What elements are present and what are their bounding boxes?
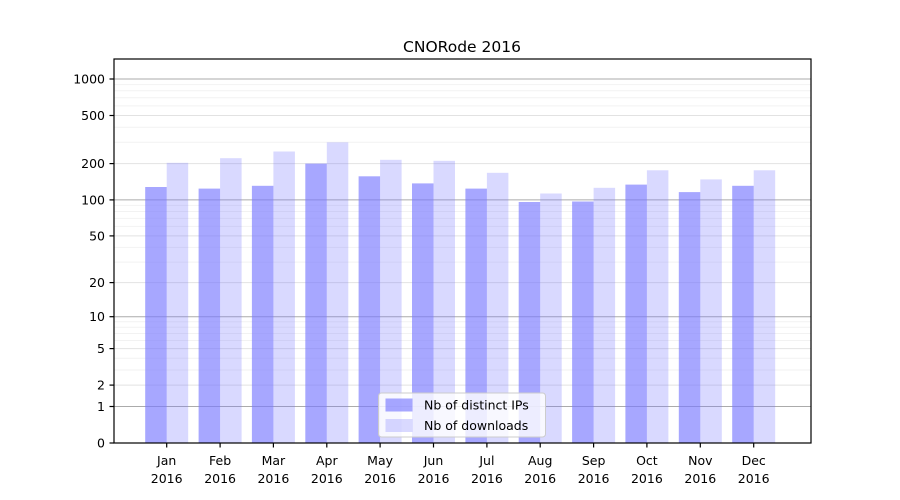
bar-nb-of-downloads-jan [166, 162, 189, 444]
plot-border [113, 58, 812, 444]
bar-nb-of-distinct-ips-jan [145, 187, 167, 443]
x-tick-label-year-apr: 2016 [311, 471, 343, 486]
x-tick-label-year-feb: 2016 [204, 471, 236, 486]
bar-nb-of-distinct-ips-jul [465, 188, 487, 443]
y-tick-label-0: 0 [97, 435, 105, 450]
x-tick-label-year-aug: 2016 [524, 471, 556, 486]
x-tick-label-month-apr: Apr [316, 453, 338, 468]
legend-box [378, 392, 546, 438]
bar-nb-of-downloads-oct [646, 170, 669, 444]
x-tick-label-month-aug: Aug [528, 453, 552, 468]
x-tick-label-year-sep: 2016 [578, 471, 610, 486]
x-tick-label-year-jan: 2016 [151, 471, 183, 486]
x-tick-label-month-jun: Jun [423, 453, 444, 468]
x-tick-label-month-feb: Feb [209, 453, 231, 468]
x-tick-label-year-oct: 2016 [631, 471, 663, 486]
x-tick-label-year-nov: 2016 [684, 471, 716, 486]
chart-title: CNORode 2016 [403, 38, 521, 56]
x-axis: Jan 2016 Feb 2016 Mar 2016 Apr 2016 May 2016 Jun 20… [151, 443, 770, 486]
y-tick-label-200: 200 [81, 156, 105, 171]
legend-swatch-nb-of-downloads [385, 419, 413, 432]
x-tick-label-month-jul: Jul [478, 453, 494, 468]
y-tick-label-100: 100 [81, 192, 105, 207]
legend-label-nb-of-distinct-ips: Nb of distinct IPs [424, 398, 529, 413]
bar-nb-of-downloads-jun [433, 160, 455, 444]
bar-nb-of-downloads-nov [700, 179, 722, 443]
bar-nb-of-distinct-ips-mar [251, 185, 274, 444]
x-tick-label-month-oct: Oct [636, 453, 658, 468]
y-tick-label-20: 20 [89, 275, 105, 290]
y-tick-label-50: 50 [89, 228, 105, 243]
bar-nb-of-distinct-ips-oct [625, 184, 647, 443]
bars [145, 142, 776, 444]
legend-swatch-nb-of-distinct-ips [385, 398, 413, 412]
bar-nb-of-downloads-may [380, 159, 402, 444]
y-tick-label-1: 1 [97, 399, 105, 414]
x-tick-label-month-jan: Jan [156, 453, 176, 468]
legend: Nb of distinct IPs Nb of downloads [378, 392, 546, 438]
bar-nb-of-downloads-apr [326, 142, 349, 444]
x-tick-label-year-mar: 2016 [257, 471, 289, 486]
bar-nb-of-distinct-ips-dec [732, 185, 754, 444]
bar-nb-of-distinct-ips-jun [412, 183, 434, 443]
legend-label-nb-of-downloads: Nb of downloads [424, 418, 528, 433]
y-tick-label-5: 5 [97, 341, 105, 356]
y-tick-label-2: 2 [97, 377, 105, 392]
y-tick-label-500: 500 [81, 108, 105, 123]
x-tick-label-month-dec: Dec [742, 453, 766, 468]
x-tick-label-month-sep: Sep [582, 453, 606, 468]
x-tick-label-year-jul: 2016 [471, 471, 503, 486]
bar-nb-of-distinct-ips-may [358, 176, 381, 444]
bar-nb-of-distinct-ips-aug [518, 202, 541, 443]
bar-nb-of-downloads-dec [753, 170, 776, 444]
bar-nb-of-downloads-feb [220, 158, 242, 443]
bar-nb-of-downloads-mar [273, 151, 295, 443]
bar-nb-of-distinct-ips-feb [198, 188, 221, 443]
x-tick-label-year-jun: 2016 [418, 471, 450, 486]
x-tick-label-year-dec: 2016 [738, 471, 770, 486]
y-axis: 0 1 2 5 10 20 50 100 200 500 1000 [73, 71, 114, 450]
x-tick-label-month-mar: Mar [262, 453, 286, 468]
bar-nb-of-distinct-ips-nov [678, 192, 701, 443]
x-tick-label-month-may: May [367, 453, 393, 468]
y-tick-label-1000: 1000 [73, 71, 105, 86]
bar-nb-of-downloads-aug [540, 193, 562, 443]
x-tick-label-month-nov: Nov [688, 453, 713, 468]
bar-nb-of-distinct-ips-apr [305, 163, 327, 443]
y-tick-label-10: 10 [89, 309, 105, 324]
bar-nb-of-downloads-jul [486, 172, 509, 444]
x-tick-label-year-may: 2016 [364, 471, 396, 486]
bar-nb-of-distinct-ips-sep [572, 201, 594, 443]
bar-nb-of-downloads-sep [593, 187, 616, 443]
